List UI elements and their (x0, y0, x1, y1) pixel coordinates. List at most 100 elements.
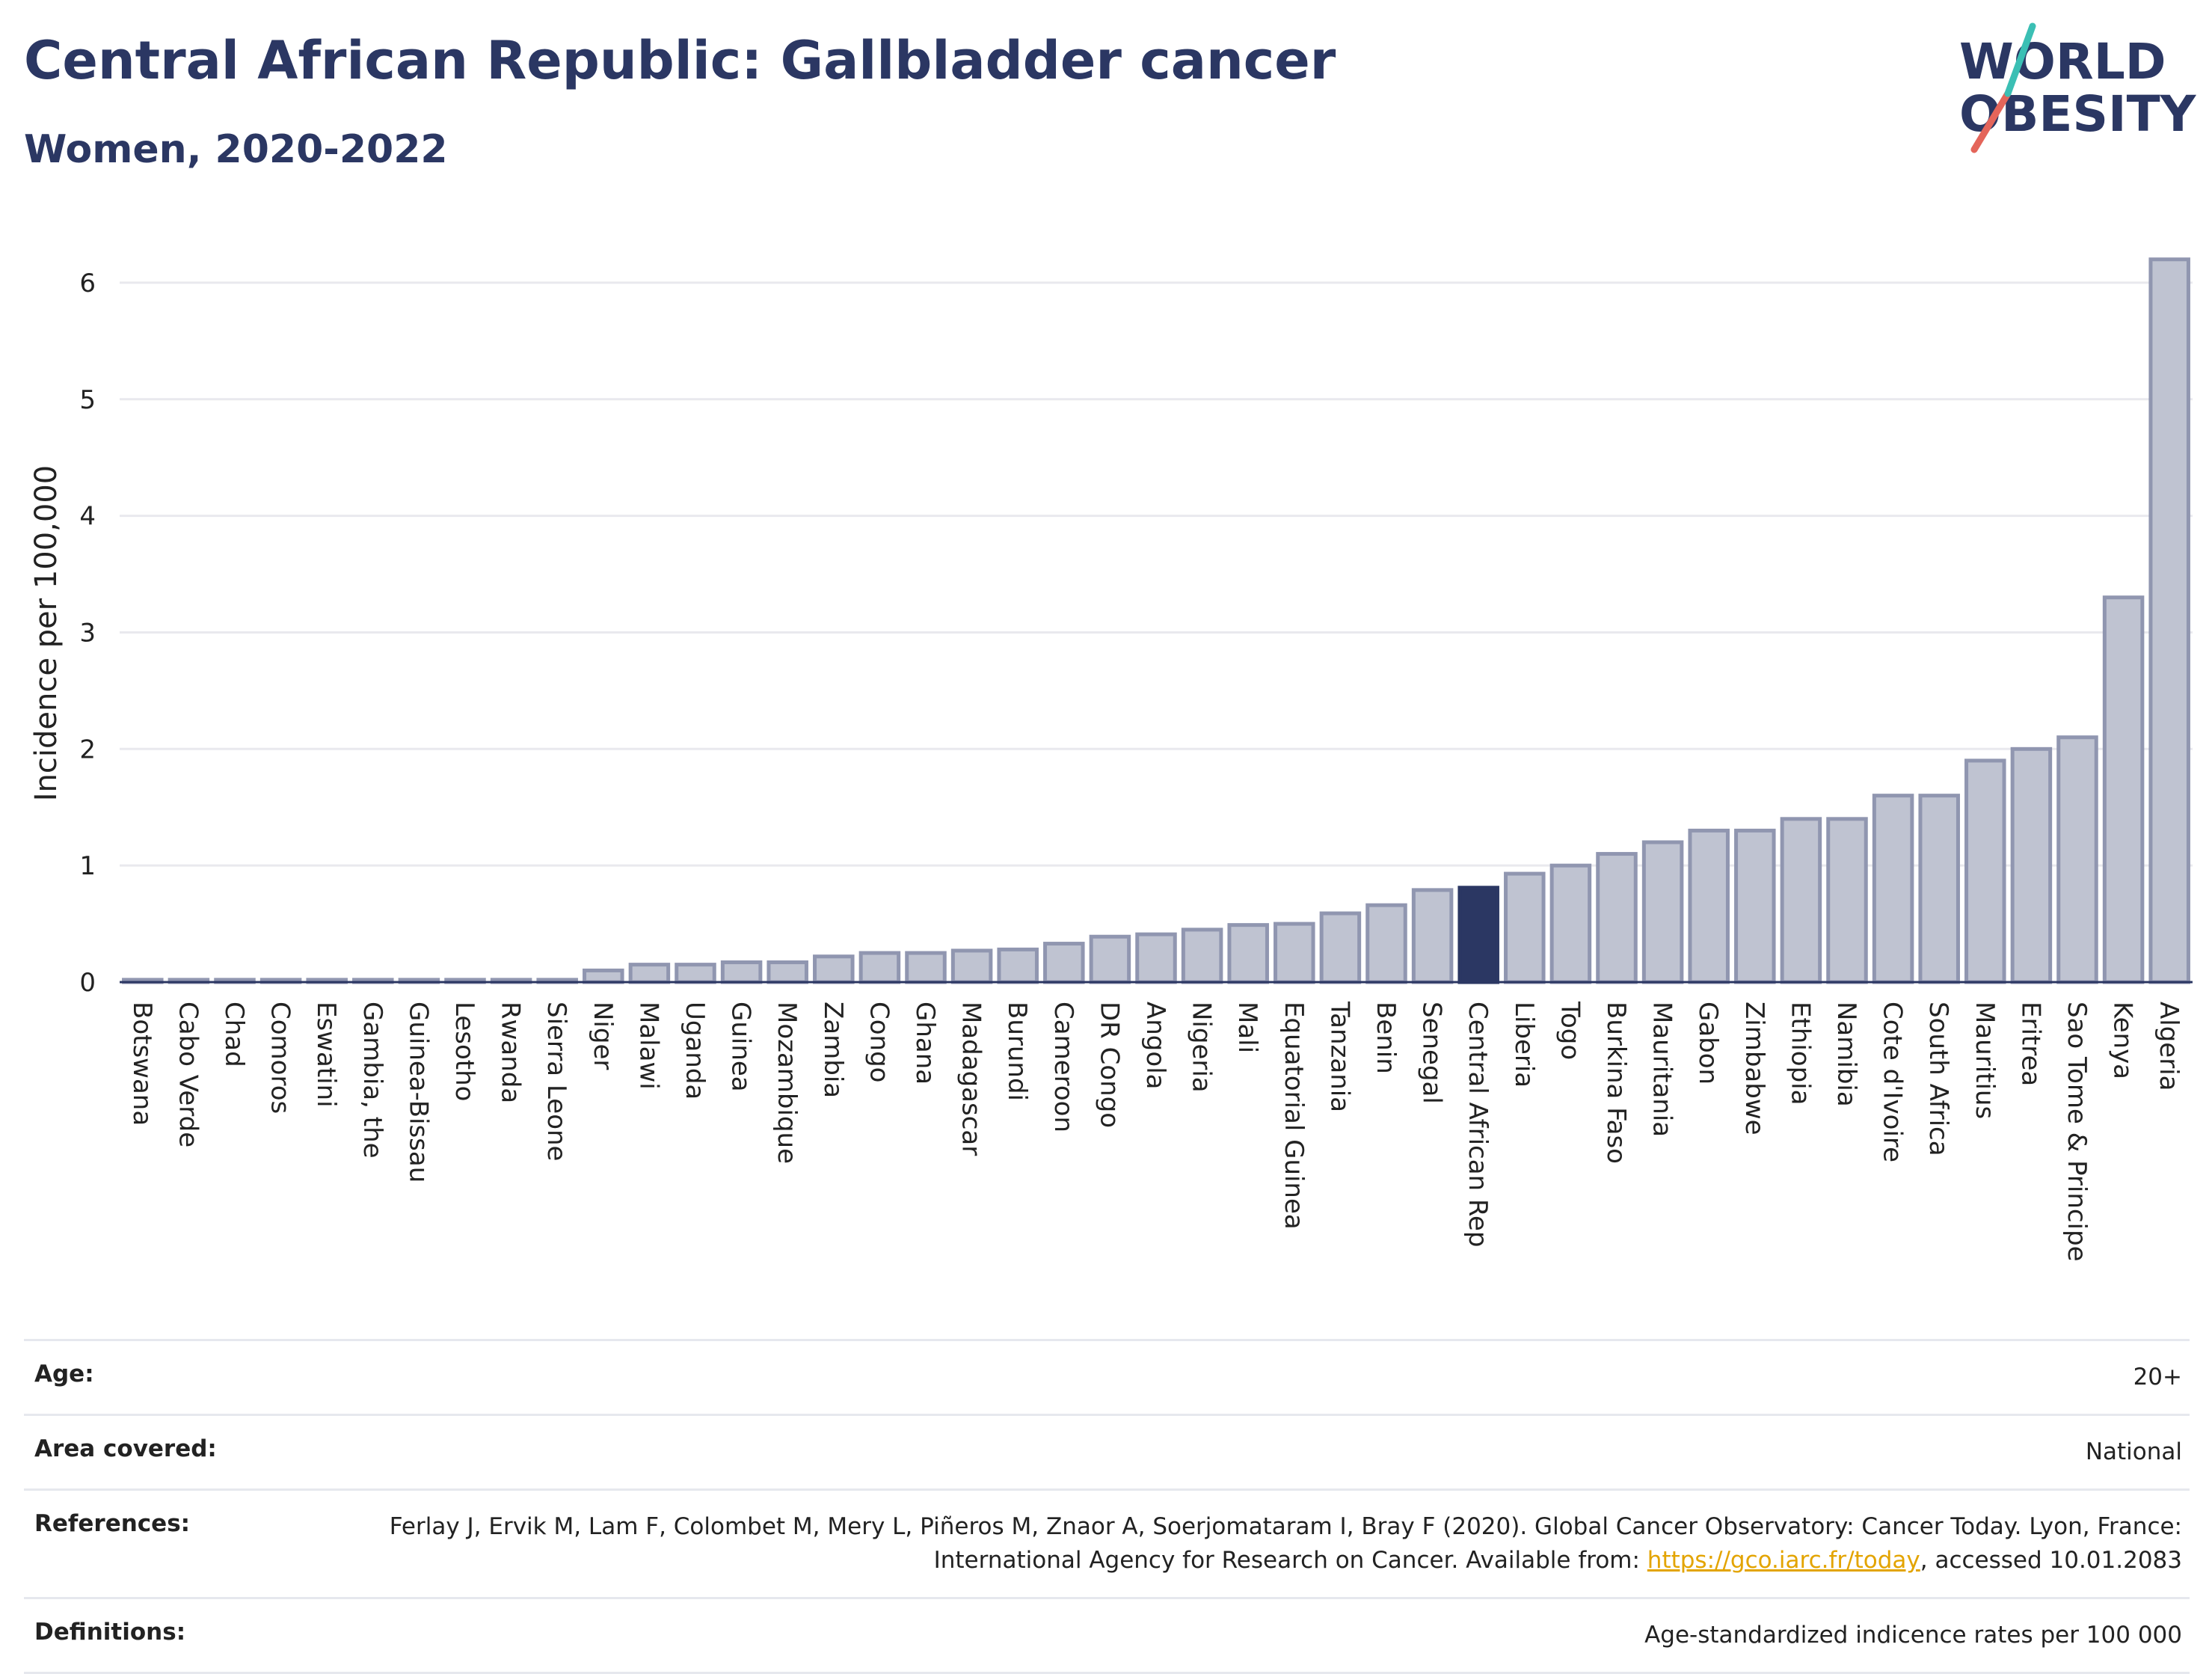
x-category-label: Algeria (2154, 1002, 2184, 1091)
x-category-label: Liberia (1509, 1002, 1539, 1088)
references-text: Ferlay J, Ervik M, Lam F, Colombet M, Me… (389, 1512, 2182, 1574)
x-category-label: Mauritania (1647, 1002, 1677, 1137)
bar (1872, 794, 1914, 984)
y-tick-label: 2 (79, 735, 96, 764)
bar (1319, 911, 1362, 984)
y-tick-label: 1 (79, 851, 96, 881)
y-tick-label: 5 (79, 385, 96, 415)
age-label: Age: (34, 1361, 94, 1388)
bar (2148, 257, 2190, 984)
x-category-label: Kenya (2108, 1002, 2138, 1079)
x-category-label: Nigeria (1187, 1002, 1217, 1093)
definitions-label: Definitions: (34, 1618, 186, 1646)
bar (1826, 817, 1868, 984)
x-category-label: Central African Rep (1463, 1002, 1493, 1248)
bar (675, 963, 716, 984)
bar (1135, 932, 1177, 984)
x-category-label: Chad (219, 1002, 249, 1067)
bar (1734, 828, 1776, 984)
area-value: National (2085, 1438, 2182, 1465)
info-row-references: References: Ferlay J, Ervik M, Lam F, Co… (24, 1488, 2190, 1597)
x-category-label: Gambia, the (357, 1002, 387, 1159)
bar (950, 948, 993, 984)
x-category-label: South Africa (1923, 1002, 1953, 1156)
bar (1780, 817, 1822, 984)
y-axis-title: Incidence per 100,000 (29, 465, 64, 802)
x-category-label: Cameroon (1048, 1002, 1078, 1132)
y-tick-label: 3 (79, 618, 96, 648)
bar (1688, 828, 1730, 984)
x-category-label: Uganda (680, 1002, 710, 1100)
x-category-label: Togo (1555, 1001, 1585, 1060)
age-value: 20+ (2133, 1364, 2182, 1391)
x-category-label: Senegal (1417, 1002, 1447, 1104)
bar (1089, 934, 1131, 984)
bar (2056, 735, 2098, 984)
x-category-label: Guinea (726, 1002, 756, 1092)
references-link[interactable]: https://gco.iarc.fr/today (1647, 1546, 1920, 1574)
bar (997, 947, 1039, 984)
bar (858, 951, 901, 984)
bar (1549, 863, 1592, 984)
info-row-definitions: Definitions: Age-standardized indicence … (24, 1596, 2190, 1674)
info-row-area: Area covered: National (24, 1413, 2190, 1488)
x-category-label: Mozambique (772, 1002, 802, 1164)
x-category-label: Gabon (1693, 1002, 1723, 1085)
x-category-label: Eritrea (2015, 1002, 2045, 1086)
bar (813, 954, 855, 984)
bar (1365, 903, 1407, 984)
y-tick-label: 4 (79, 502, 96, 532)
x-category-label: Lesotho (449, 1002, 479, 1101)
bar (1411, 888, 1454, 984)
bar (905, 951, 947, 984)
bars (122, 257, 2190, 984)
x-category-label: Namibia (1831, 1002, 1861, 1107)
info-table: Age: 20+ Area covered: National Referenc… (24, 1339, 2190, 1674)
bar (1043, 942, 1085, 984)
bar (1181, 928, 1223, 984)
x-category-label: Equatorial Guinea (1279, 1002, 1309, 1230)
bar (720, 960, 763, 984)
x-category-label: Eswatini (311, 1002, 341, 1108)
definitions-value: Age-standardized indicence rates per 100… (1644, 1621, 2182, 1649)
x-category-label: Tanzania (1324, 1001, 1354, 1112)
x-category-label: Mauritius (1970, 1002, 2000, 1119)
x-category-label: Sao Tome & Principe (2062, 1002, 2092, 1262)
x-category-label: Zimbabwe (1739, 1002, 1769, 1135)
bar (2102, 595, 2145, 984)
x-category-label: Comoros (265, 1002, 295, 1114)
bar (1964, 758, 2006, 984)
x-category-label: Congo (864, 1002, 894, 1082)
references-value: Ferlay J, Ervik M, Lam F, Colombet M, Me… (387, 1510, 2182, 1578)
bar (1641, 840, 1684, 984)
x-category-label: Guinea-Bissau (403, 1002, 433, 1183)
logo-slash-teal (2004, 22, 2036, 97)
x-category-label: Burkina Faso (1601, 1002, 1631, 1164)
bar (583, 968, 624, 984)
bar (1227, 923, 1269, 984)
x-axis-labels: Botswana Cabo Verde Chad Comoros Eswatini Gam… (127, 1001, 2184, 1262)
x-category-label: Malawi (633, 1002, 663, 1090)
logo-slash-red (1970, 90, 2012, 153)
bar (2010, 746, 2053, 984)
x-category-label: Benin (1371, 1002, 1401, 1074)
chart-title: Central African Republic: Gallbladder ca… (24, 30, 1336, 91)
x-category-label: Zambia (818, 1002, 848, 1098)
bar (1274, 922, 1315, 984)
bar (1504, 871, 1546, 984)
x-category-label: Ghana (910, 1002, 940, 1085)
info-row-age: Age: 20+ (24, 1339, 2190, 1414)
bar (628, 963, 671, 984)
x-category-label: Angola (1140, 1002, 1170, 1089)
y-tick-label: 6 (79, 269, 96, 298)
x-category-label: Cote d'Ivoire (1878, 1002, 1908, 1162)
x-category-label: Mali (1232, 1002, 1262, 1053)
x-category-label: Rwanda (496, 1002, 526, 1103)
x-category-label: Ethiopia (1785, 1002, 1815, 1105)
x-category-label: Botswana (127, 1002, 157, 1126)
area-label: Area covered: (34, 1435, 217, 1462)
x-category-label: Sierra Leone (541, 1002, 571, 1161)
bar (1596, 852, 1638, 984)
references-label: References: (34, 1509, 191, 1537)
references-accessed: , accessed 10.01.2083 (1920, 1546, 2182, 1574)
